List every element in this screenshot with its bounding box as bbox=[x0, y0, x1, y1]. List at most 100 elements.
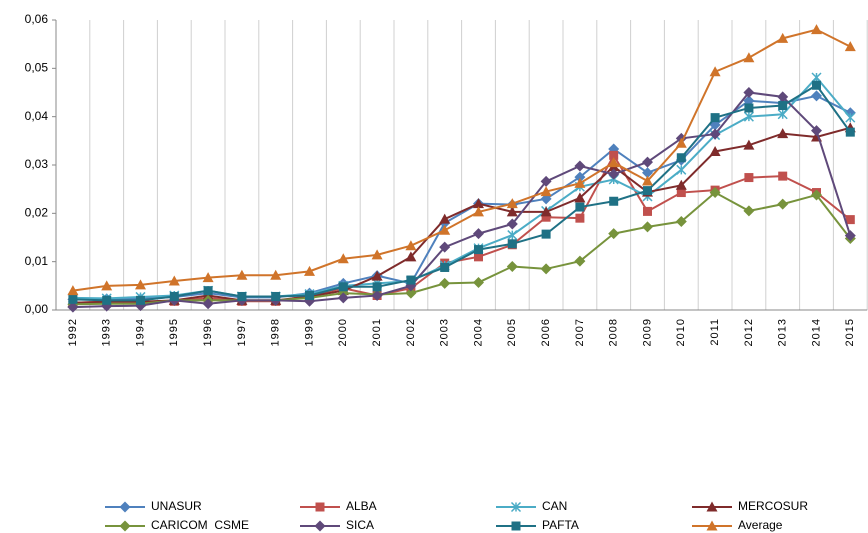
marker bbox=[506, 218, 518, 230]
marker bbox=[439, 213, 451, 224]
legend-item: CARICOM CSME bbox=[105, 518, 249, 532]
series bbox=[68, 80, 855, 305]
marker bbox=[642, 156, 653, 168]
marker bbox=[439, 277, 451, 289]
y-tick-label: 0,02 bbox=[25, 206, 49, 220]
legend-item: UNASUR bbox=[105, 499, 202, 513]
marker bbox=[540, 175, 552, 187]
marker bbox=[777, 109, 788, 120]
marker bbox=[608, 168, 620, 180]
marker bbox=[575, 202, 585, 212]
marker bbox=[405, 240, 417, 251]
marker bbox=[540, 206, 552, 217]
marker bbox=[710, 113, 720, 123]
x-tick-label: 1998 bbox=[270, 318, 282, 346]
marker bbox=[709, 187, 721, 199]
marker bbox=[439, 241, 451, 253]
marker bbox=[744, 103, 754, 113]
x-tick-label: 2013 bbox=[777, 318, 789, 346]
marker bbox=[709, 66, 721, 77]
marker bbox=[507, 239, 517, 249]
marker bbox=[271, 291, 281, 301]
marker bbox=[743, 87, 755, 98]
marker bbox=[744, 173, 754, 183]
marker bbox=[439, 224, 451, 235]
marker bbox=[777, 198, 789, 210]
marker bbox=[777, 32, 789, 43]
marker bbox=[778, 101, 788, 111]
marker bbox=[236, 269, 248, 280]
marker bbox=[102, 295, 112, 305]
marker bbox=[506, 206, 518, 217]
legend-label: ALBA bbox=[346, 499, 377, 513]
marker bbox=[811, 90, 822, 102]
marker bbox=[811, 72, 822, 83]
x-tick-label: 2014 bbox=[810, 318, 822, 346]
x-tick-label: 1992 bbox=[67, 318, 79, 346]
y-tick-label: 0,06 bbox=[25, 12, 49, 26]
x-tick-label: 1995 bbox=[168, 318, 180, 346]
x-tick-label: 2010 bbox=[675, 318, 687, 346]
marker bbox=[237, 291, 247, 301]
marker bbox=[574, 255, 586, 267]
marker bbox=[777, 128, 789, 139]
marker bbox=[168, 275, 180, 286]
marker bbox=[119, 520, 131, 532]
marker bbox=[101, 280, 113, 291]
marker bbox=[743, 52, 755, 63]
x-tick-label: 2008 bbox=[608, 318, 620, 346]
marker bbox=[304, 265, 315, 276]
marker bbox=[811, 125, 822, 137]
series bbox=[67, 87, 856, 313]
marker bbox=[574, 192, 586, 203]
marker bbox=[642, 221, 653, 233]
marker bbox=[845, 112, 856, 123]
legend-label: CAN bbox=[542, 499, 567, 513]
marker bbox=[507, 230, 518, 241]
marker bbox=[643, 206, 652, 216]
x-tick-label: 2002 bbox=[405, 318, 417, 346]
marker bbox=[135, 279, 146, 290]
marker bbox=[541, 229, 551, 239]
series-line bbox=[72, 153, 851, 304]
legend-label: SICA bbox=[346, 518, 374, 532]
marker bbox=[506, 261, 518, 272]
marker bbox=[777, 91, 789, 103]
marker bbox=[202, 272, 214, 283]
marker bbox=[270, 269, 282, 280]
x-tick-label: 1996 bbox=[202, 318, 214, 346]
marker bbox=[844, 230, 856, 242]
y-tick-label: 0,01 bbox=[25, 254, 49, 268]
marker bbox=[338, 282, 348, 292]
marker bbox=[473, 206, 484, 217]
x-tick-label: 2001 bbox=[371, 318, 383, 346]
y-tick-label: 0,00 bbox=[25, 302, 49, 316]
marker bbox=[510, 501, 522, 513]
marker bbox=[371, 270, 383, 281]
x-tick-label: 1994 bbox=[134, 318, 146, 346]
marker bbox=[506, 198, 518, 209]
marker bbox=[643, 186, 652, 196]
x-tick-label: 1997 bbox=[236, 318, 248, 346]
marker bbox=[405, 287, 417, 299]
marker bbox=[473, 228, 484, 240]
marker bbox=[844, 41, 856, 52]
marker bbox=[337, 253, 349, 264]
marker bbox=[811, 24, 822, 35]
marker bbox=[371, 290, 383, 301]
x-tick-label: 2007 bbox=[574, 318, 586, 346]
series-line bbox=[72, 94, 851, 301]
marker bbox=[371, 249, 383, 260]
marker bbox=[575, 213, 585, 223]
x-tick-label: 1993 bbox=[101, 318, 113, 346]
marker bbox=[372, 282, 382, 292]
y-tick-label: 0,05 bbox=[25, 61, 49, 75]
marker bbox=[676, 164, 687, 175]
marker bbox=[67, 301, 79, 313]
x-tick-label: 2004 bbox=[472, 318, 484, 346]
legend-label: Average bbox=[738, 518, 783, 532]
marker bbox=[169, 291, 179, 301]
marker bbox=[675, 179, 687, 190]
marker bbox=[540, 186, 552, 197]
